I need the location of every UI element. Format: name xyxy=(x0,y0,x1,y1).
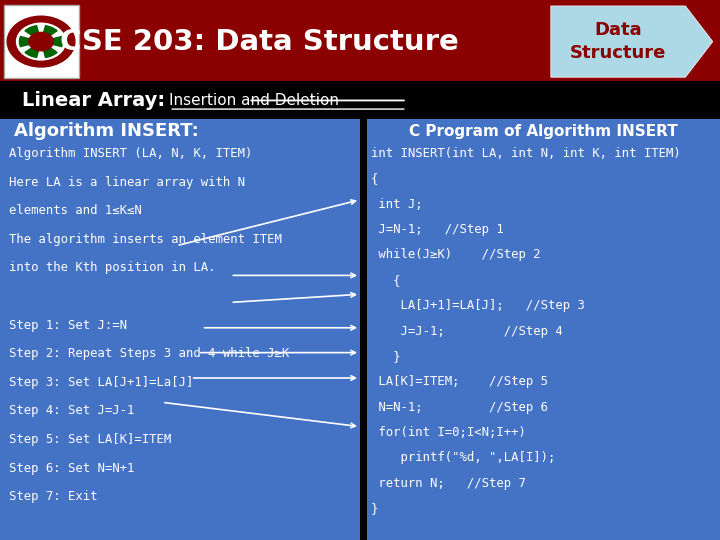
Text: Data
Structure: Data Structure xyxy=(570,21,666,63)
Text: LA[K]=ITEM;    //Step 5: LA[K]=ITEM; //Step 5 xyxy=(371,375,548,388)
Circle shape xyxy=(7,16,75,67)
Text: return N;   //Step 7: return N; //Step 7 xyxy=(371,477,526,490)
Text: {: { xyxy=(371,274,400,287)
FancyBboxPatch shape xyxy=(0,119,360,540)
Text: }: } xyxy=(371,502,378,515)
Text: elements and 1≤K≤N: elements and 1≤K≤N xyxy=(9,204,141,217)
Text: while(J≥K)    //Step 2: while(J≥K) //Step 2 xyxy=(371,248,541,261)
Wedge shape xyxy=(25,42,41,57)
Text: J=N-1;   //Step 1: J=N-1; //Step 1 xyxy=(371,223,503,236)
Text: Step 5: Set LA[K]=ITEM: Step 5: Set LA[K]=ITEM xyxy=(9,433,171,446)
Text: {: { xyxy=(371,172,378,185)
Text: int J;: int J; xyxy=(371,198,423,211)
Wedge shape xyxy=(41,42,57,57)
Text: Step 4: Set J=J-1: Step 4: Set J=J-1 xyxy=(9,404,134,417)
Wedge shape xyxy=(25,26,41,42)
Text: printf("%d, ",LA[I]);: printf("%d, ",LA[I]); xyxy=(371,451,555,464)
FancyBboxPatch shape xyxy=(0,82,720,119)
Text: CSE 203: Data Structure: CSE 203: Data Structure xyxy=(60,28,459,56)
FancyBboxPatch shape xyxy=(367,119,720,540)
Text: Step 2: Repeat Steps 3 and 4 while J≥K: Step 2: Repeat Steps 3 and 4 while J≥K xyxy=(9,347,289,360)
Text: The algorithm inserts an element ITEM: The algorithm inserts an element ITEM xyxy=(9,233,282,246)
Wedge shape xyxy=(41,26,57,42)
Text: Algorithm INSERT:: Algorithm INSERT: xyxy=(14,122,199,140)
Text: into the Kth position in LA.: into the Kth position in LA. xyxy=(9,261,215,274)
Text: }: } xyxy=(371,350,400,363)
Text: Step 6: Set N=N+1: Step 6: Set N=N+1 xyxy=(9,462,134,475)
Circle shape xyxy=(17,23,66,60)
Wedge shape xyxy=(19,37,41,46)
Text: int INSERT(int LA, int N, int K, int ITEM): int INSERT(int LA, int N, int K, int ITE… xyxy=(371,147,680,160)
Text: Algorithm INSERT (LA, N, K, ITEM): Algorithm INSERT (LA, N, K, ITEM) xyxy=(9,147,252,160)
Wedge shape xyxy=(41,37,63,46)
Text: Here LA is a linear array with N: Here LA is a linear array with N xyxy=(9,176,245,188)
Text: C Program of Algorithm INSERT: C Program of Algorithm INSERT xyxy=(409,124,678,139)
Text: Insertion and Deletion: Insertion and Deletion xyxy=(169,93,339,108)
Text: Step 3: Set LA[J+1]=La[J]: Step 3: Set LA[J+1]=La[J] xyxy=(9,376,193,389)
Text: J=J-1;        //Step 4: J=J-1; //Step 4 xyxy=(371,325,562,338)
Polygon shape xyxy=(551,6,713,77)
FancyBboxPatch shape xyxy=(4,5,79,78)
Text: for(int I=0;I<N;I++): for(int I=0;I<N;I++) xyxy=(371,426,526,439)
Text: Step 7: Exit: Step 7: Exit xyxy=(9,490,97,503)
Text: LA[J+1]=LA[J];   //Step 3: LA[J+1]=LA[J]; //Step 3 xyxy=(371,299,585,312)
Text: Linear Array:: Linear Array: xyxy=(22,91,165,110)
Text: N=N-1;         //Step 6: N=N-1; //Step 6 xyxy=(371,401,548,414)
Circle shape xyxy=(29,32,53,51)
Text: Step 1: Set J:=N: Step 1: Set J:=N xyxy=(9,319,127,332)
FancyBboxPatch shape xyxy=(0,0,720,81)
